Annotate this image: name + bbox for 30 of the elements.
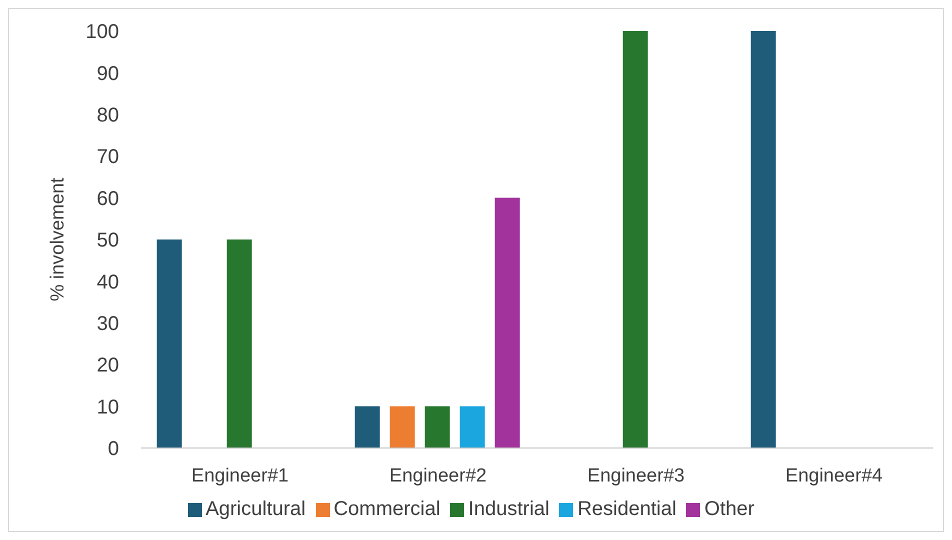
bar (494, 198, 520, 448)
bar (622, 31, 648, 448)
bar (460, 406, 485, 448)
legend-label: Agricultural (206, 498, 306, 520)
y-tick-label: 100 (86, 21, 119, 44)
y-tick-label: 70 (96, 146, 119, 168)
bar (156, 240, 182, 448)
legend-label: Residential (577, 498, 676, 520)
y-tick-label: 0 (108, 438, 119, 460)
y-tick-label: 20 (96, 354, 119, 377)
y-axis-title: % involvement (48, 177, 69, 302)
y-tick-label: 30 (96, 313, 119, 335)
y-tick-label: 90 (96, 62, 119, 85)
bar (750, 31, 776, 448)
x-tick-label: Engineer#4 (785, 465, 884, 486)
bar (226, 240, 252, 448)
bar (424, 406, 450, 448)
x-tick-label: Engineer#2 (389, 465, 487, 486)
x-tick-label: Engineer#3 (587, 465, 685, 486)
legend-label: Industrial (468, 498, 550, 520)
y-tick-label: 50 (96, 230, 119, 252)
legend-label: Commercial (334, 498, 440, 520)
y-tick-label: 40 (96, 271, 119, 294)
y-tick-label: 80 (96, 104, 119, 126)
y-tick-label: 10 (96, 396, 119, 418)
bar (390, 406, 415, 448)
bar (354, 406, 380, 448)
legend-label: Other (704, 498, 754, 520)
x-tick-label: Engineer#1 (191, 465, 289, 486)
y-tick-label: 60 (96, 188, 119, 210)
